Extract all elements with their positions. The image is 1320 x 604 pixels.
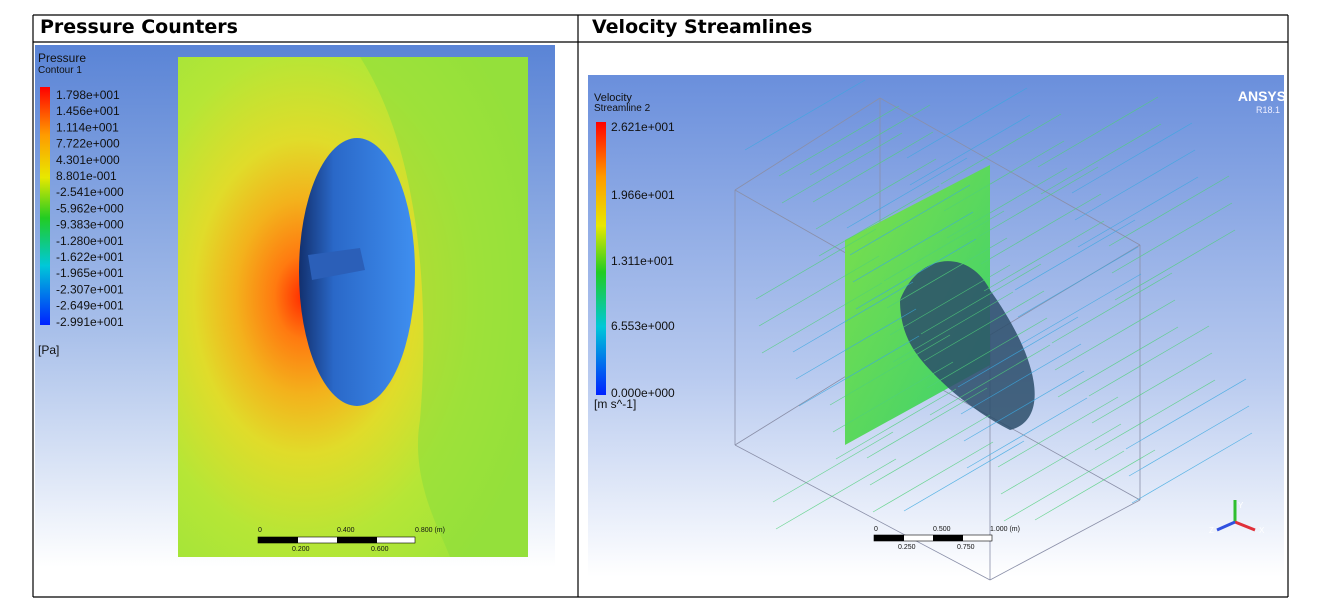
legend-label: -9.383e+000 xyxy=(56,218,124,232)
legend-label: 2.621e+001 xyxy=(611,120,675,134)
legend-label: -2.307e+001 xyxy=(56,282,124,296)
legend-unit: [m s^-1] xyxy=(594,397,636,411)
legend-label: -2.991e+001 xyxy=(56,315,124,329)
scale-label: 0.750 xyxy=(957,544,975,551)
legend-label: 1.798e+001 xyxy=(56,88,120,102)
legend-label: -2.541e+000 xyxy=(56,185,124,199)
scale-bar-segment xyxy=(933,535,963,541)
legend-colorbar xyxy=(596,122,606,395)
axis-label: Z xyxy=(1209,526,1214,535)
legend-label: -5.962e+000 xyxy=(56,201,124,215)
legend-title: Pressure xyxy=(38,51,86,65)
legend-label: -2.649e+001 xyxy=(56,299,124,313)
scale-label: 0.500 xyxy=(933,526,951,533)
column-header: Velocity Streamlines xyxy=(592,16,812,38)
legend-label: 1.456e+001 xyxy=(56,104,120,118)
legend-label: 1.114e+001 xyxy=(56,120,119,134)
scale-label: 0 xyxy=(258,527,262,534)
scale-label: 0.250 xyxy=(898,544,916,551)
scale-label: 0.600 xyxy=(371,546,389,553)
legend-unit: [Pa] xyxy=(38,343,59,357)
legend-label: 7.722e+000 xyxy=(56,137,120,151)
legend-colorbar xyxy=(40,87,50,325)
scale-label: 1.000 (m) xyxy=(990,526,1020,533)
version: R18.1 xyxy=(1256,105,1280,115)
page: PressureContour 1 1.798e+001 1.456e+001 1.1… xyxy=(0,0,1320,599)
scale-bar-segment xyxy=(337,537,377,543)
axis-label: X xyxy=(1259,526,1265,535)
legend-label: 4.301e+000 xyxy=(56,153,120,167)
scale-bar-segment xyxy=(874,535,904,541)
scale-label: 0.800 (m) xyxy=(415,527,445,534)
legend-label: -1.280e+001 xyxy=(56,234,124,248)
legend-label: 8.801e-001 xyxy=(56,169,117,183)
legend-label: 6.553e+000 xyxy=(611,319,675,333)
brand: ANSYS xyxy=(1238,88,1286,104)
legend-subtitle: Streamline 2 xyxy=(594,103,651,114)
scale-bar-segment xyxy=(258,537,298,543)
legend-label: -1.622e+001 xyxy=(56,250,124,264)
axis-label: Y xyxy=(1238,501,1244,510)
document: PressureContour 1 1.798e+001 1.456e+001 1.1… xyxy=(0,0,1320,599)
legend-subtitle: Contour 1 xyxy=(38,65,82,76)
legend-label: -1.965e+001 xyxy=(56,266,124,280)
scale-label: 0.400 xyxy=(337,527,355,534)
legend-label: 1.311e+001 xyxy=(611,254,674,268)
scale-label: 0 xyxy=(874,526,878,533)
column-header: Pressure Counters xyxy=(40,16,238,38)
scale-label: 0.200 xyxy=(292,546,310,553)
legend-label: 1.966e+001 xyxy=(611,188,675,202)
